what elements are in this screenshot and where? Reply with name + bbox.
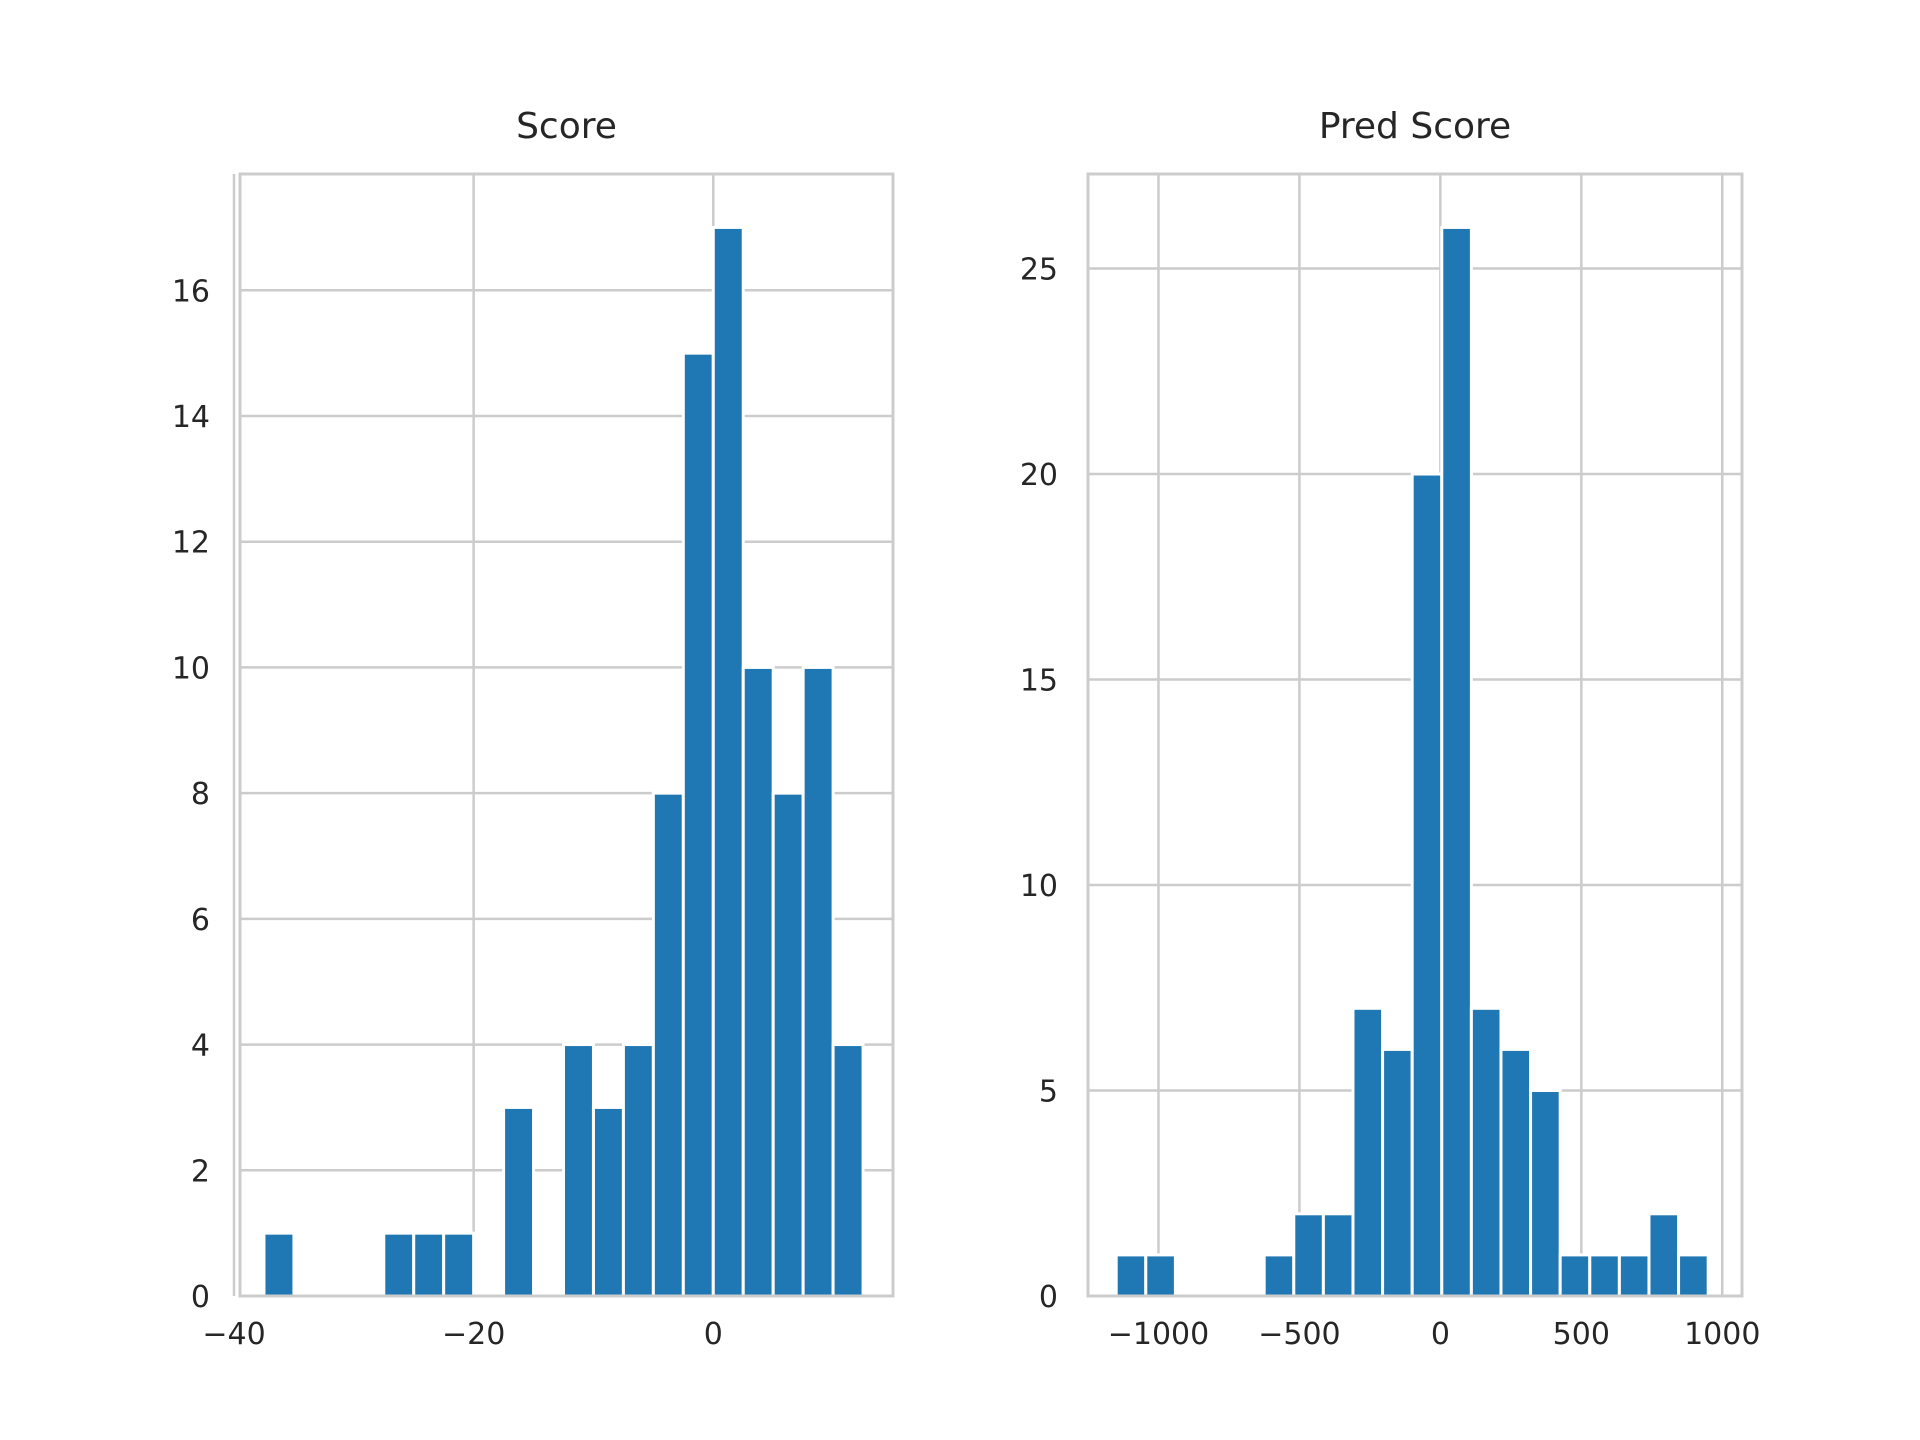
histogram-bar (831, 1043, 865, 1298)
y-tick-label: 0 (191, 1280, 210, 1315)
y-tick-label: 10 (1020, 869, 1058, 904)
y-tick-label: 8 (191, 777, 210, 812)
histogram-bar (591, 1105, 625, 1298)
histogram-panel-1: Score 0 2 4 6 8 10 12 14 16 −40 −20 0 (172, 106, 895, 1352)
x-tick-label: −1000 (1108, 1317, 1209, 1352)
histogram-bar (771, 791, 805, 1298)
histogram-bar (1647, 1212, 1681, 1298)
chart-title: Score (516, 106, 617, 147)
histogram-bar (1440, 225, 1473, 1298)
histogram-bar (1321, 1212, 1355, 1298)
histogram-bar (711, 225, 745, 1298)
histogram-bar (562, 1043, 595, 1298)
histogram-bar (1588, 1253, 1621, 1298)
y-tick-label: 14 (172, 400, 210, 435)
histogram-bar (1351, 1006, 1385, 1298)
y-tick-label: 4 (191, 1029, 210, 1064)
histogram-bar (621, 1043, 655, 1298)
x-tick-label: 500 (1553, 1317, 1610, 1352)
histogram-bar (442, 1231, 476, 1298)
histogram-bar (1677, 1253, 1710, 1298)
x-tick-label: −40 (202, 1317, 265, 1352)
histogram-bar (412, 1231, 446, 1298)
histogram-bar (1558, 1253, 1592, 1298)
y-tick-label: 20 (1020, 458, 1058, 493)
x-tick-label: 0 (1431, 1317, 1450, 1352)
x-tick-label: −500 (1258, 1317, 1340, 1352)
histogram-bar (801, 665, 835, 1298)
chart-title: Pred Score (1319, 106, 1511, 147)
y-tick-label: 10 (172, 651, 210, 686)
y-tick-label: 6 (191, 903, 210, 938)
histogram-bar (262, 1231, 296, 1298)
histogram-panel-2: Pred Score 0 5 10 15 20 25 −1000 −500 0 500 1000 (1020, 106, 1761, 1352)
x-tick-label: 1000 (1684, 1317, 1760, 1352)
histogram-bar (1144, 1253, 1177, 1298)
y-tick-label: 0 (1039, 1280, 1058, 1315)
histogram-bar (741, 665, 775, 1298)
histogram-bar (1410, 472, 1444, 1298)
y-tick-label: 12 (172, 526, 210, 561)
histogram-bar (502, 1105, 536, 1298)
histogram-bar (1114, 1253, 1148, 1298)
x-tick-label: −20 (442, 1317, 505, 1352)
histogram-bar (382, 1231, 416, 1298)
axes-frame (238, 172, 895, 1298)
histogram-bar (1617, 1253, 1651, 1298)
y-tick-label: 25 (1020, 253, 1058, 288)
histogram-bar (681, 351, 715, 1298)
y-tick-label: 16 (172, 274, 210, 309)
axes-frame (1086, 172, 1744, 1298)
y-tick-label: 15 (1020, 664, 1058, 699)
histogram-bar (1469, 1006, 1503, 1298)
histogram-bar (651, 791, 685, 1298)
histogram-bar (1381, 1047, 1414, 1298)
y-tick-label: 5 (1039, 1075, 1058, 1110)
x-tick-label: 0 (704, 1317, 723, 1352)
histogram-bar (1262, 1253, 1296, 1298)
y-tick-label: 2 (191, 1154, 210, 1189)
histogram-bar (1499, 1047, 1533, 1298)
histogram-bar (1529, 1089, 1562, 1298)
histogram-bar (1292, 1212, 1325, 1298)
